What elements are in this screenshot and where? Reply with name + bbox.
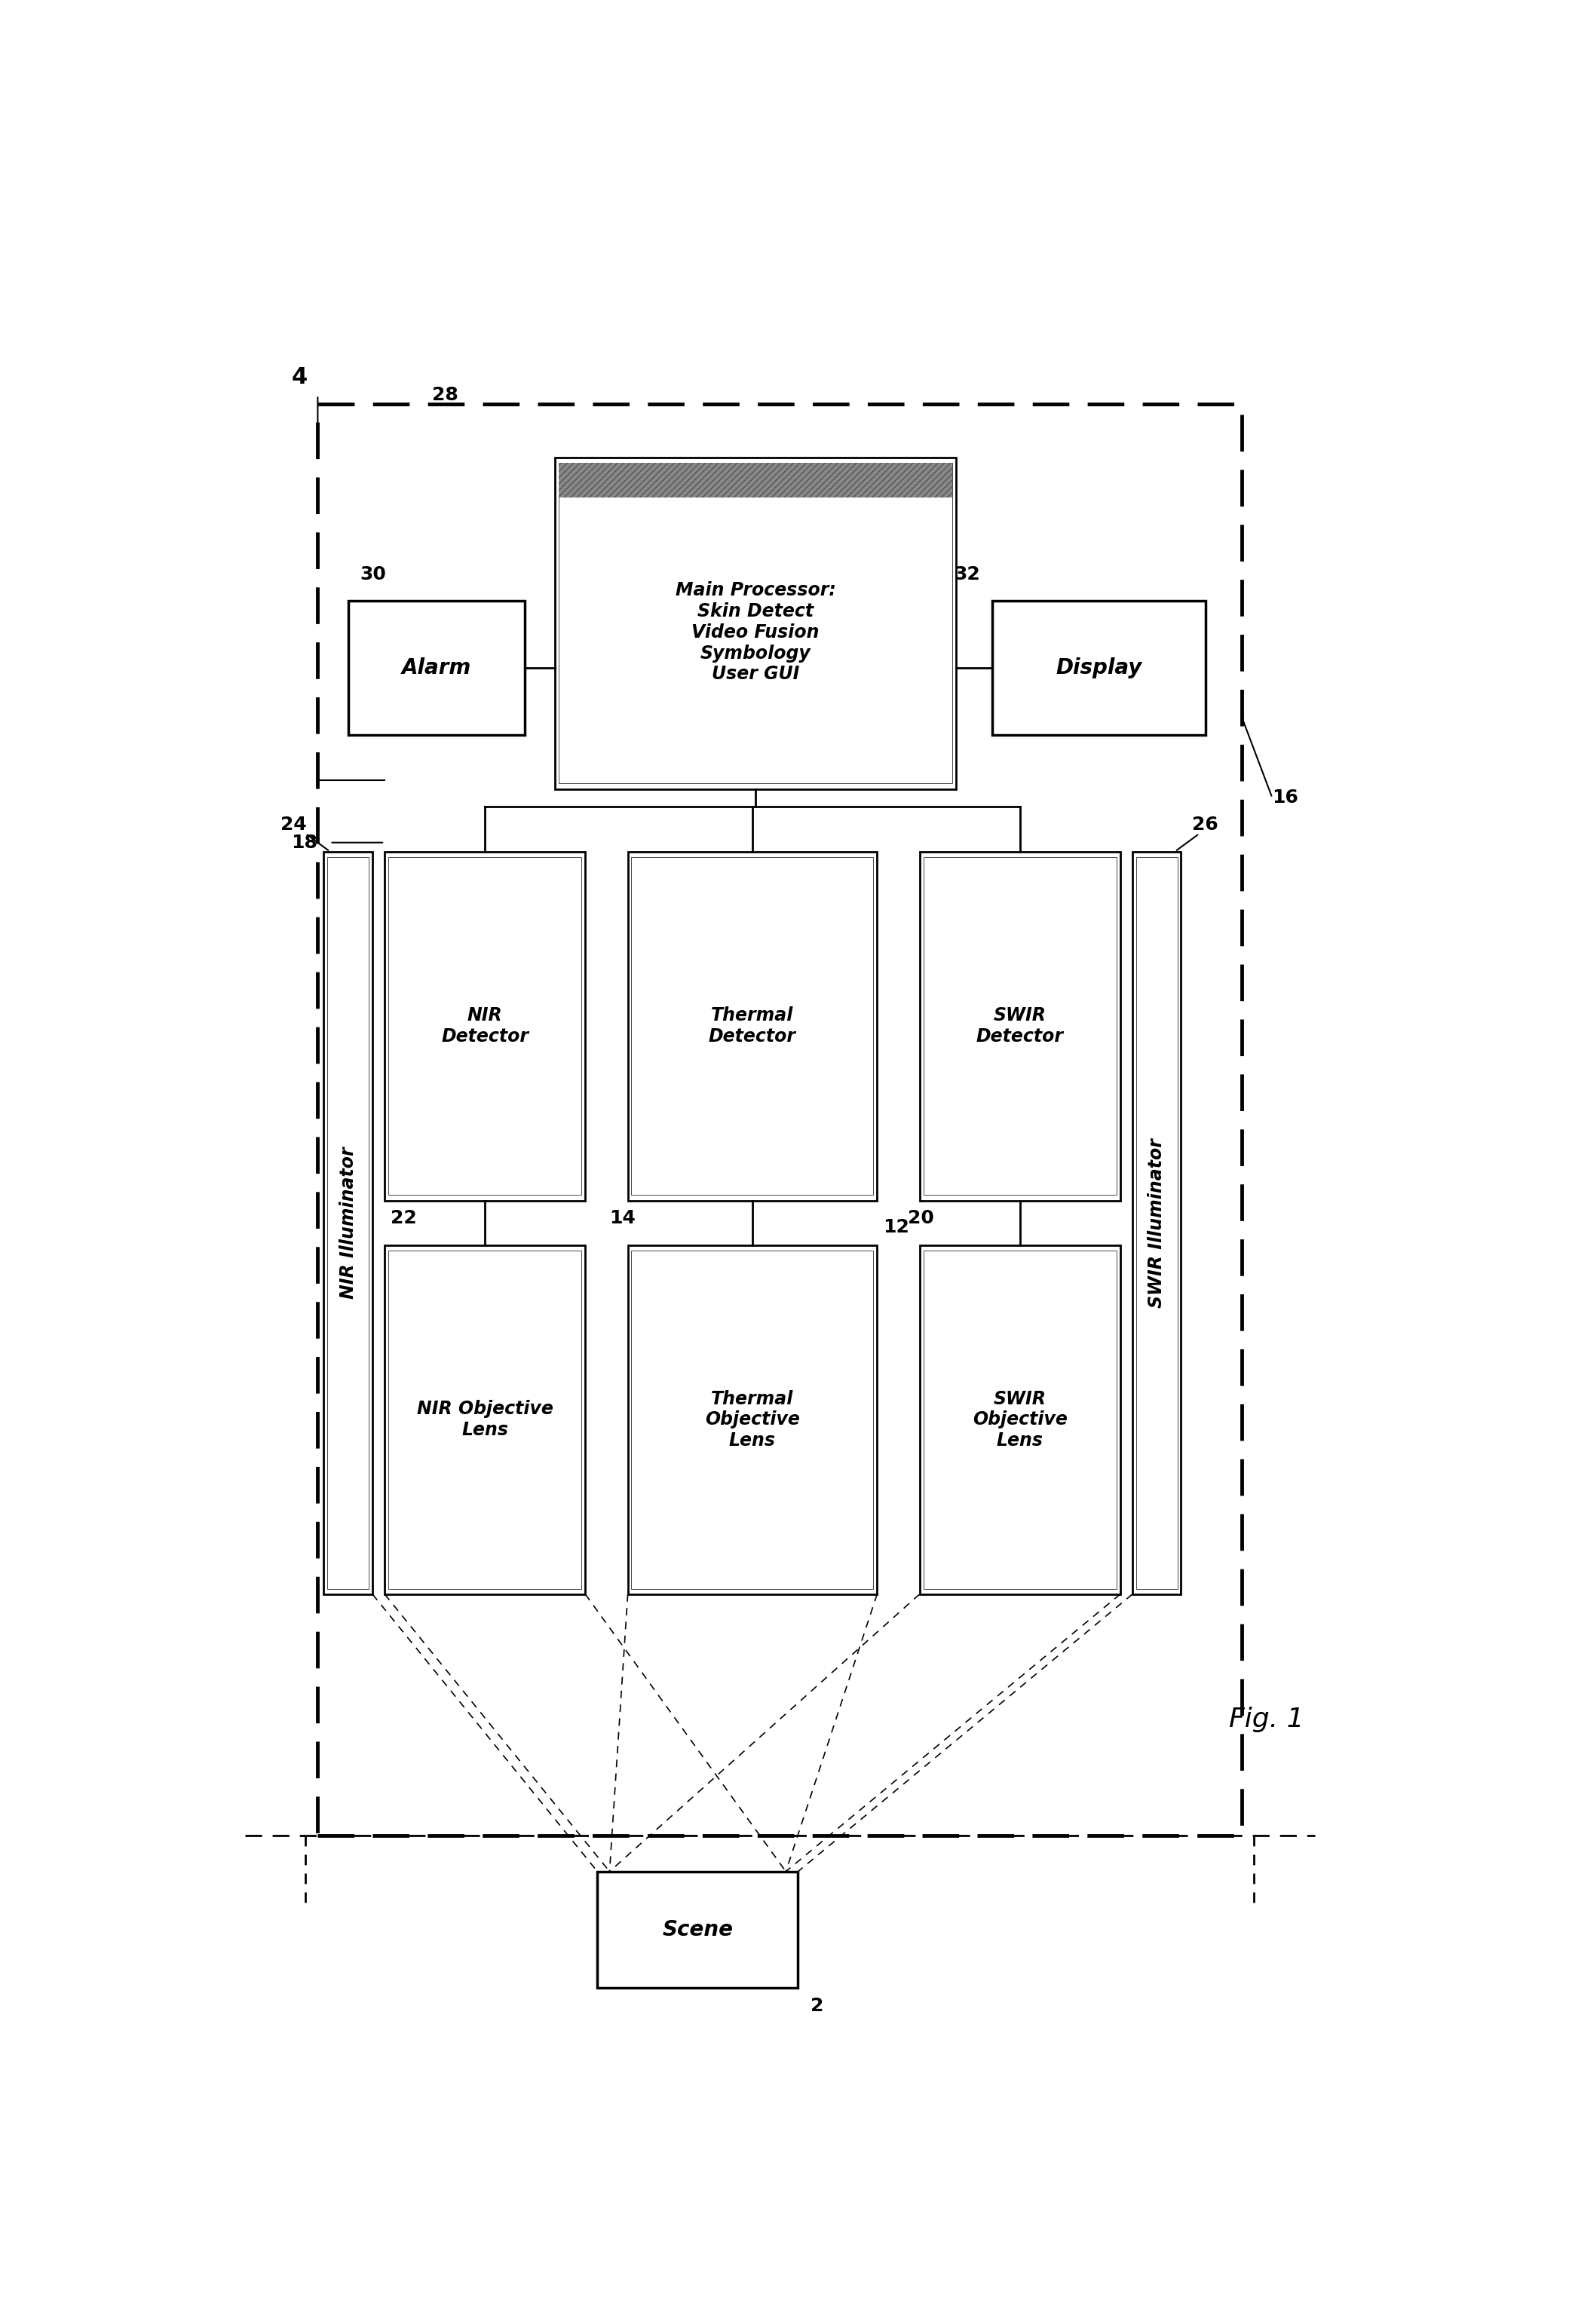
Text: 18: 18 xyxy=(292,834,317,851)
Text: Fig. 1: Fig. 1 xyxy=(1229,1706,1304,1731)
Text: Scene: Scene xyxy=(662,1920,733,1941)
Bar xyxy=(923,858,1117,1195)
Text: 14: 14 xyxy=(609,1208,635,1227)
Bar xyxy=(384,851,585,1202)
Text: Alarm: Alarm xyxy=(402,658,471,679)
Text: Display: Display xyxy=(1056,658,1142,679)
Text: Thermal
Detector: Thermal Detector xyxy=(709,1006,795,1046)
Bar xyxy=(631,858,874,1195)
Text: 28: 28 xyxy=(433,386,458,404)
Bar xyxy=(919,851,1120,1202)
Bar xyxy=(388,858,582,1195)
Text: 20: 20 xyxy=(907,1208,934,1227)
Bar xyxy=(923,1250,1117,1590)
Bar xyxy=(1136,858,1177,1590)
Text: SWIR
Objective
Lens: SWIR Objective Lens xyxy=(973,1390,1067,1450)
Text: 22: 22 xyxy=(391,1208,417,1227)
Bar xyxy=(919,1246,1120,1594)
Text: 16: 16 xyxy=(1272,788,1299,806)
Text: SWIR
Detector: SWIR Detector xyxy=(976,1006,1064,1046)
Bar xyxy=(328,858,369,1590)
Bar xyxy=(598,1871,799,1987)
Text: 4: 4 xyxy=(292,367,308,388)
Bar xyxy=(559,462,952,783)
Text: 12: 12 xyxy=(883,1218,910,1236)
Text: 32: 32 xyxy=(954,565,981,583)
Bar xyxy=(1133,851,1181,1594)
Text: NIR Objective
Lens: NIR Objective Lens xyxy=(417,1399,554,1439)
Bar xyxy=(559,462,952,497)
Bar xyxy=(631,1250,874,1590)
Text: 30: 30 xyxy=(361,565,386,583)
Text: 24: 24 xyxy=(281,816,306,834)
Bar xyxy=(628,1246,877,1594)
Text: 2: 2 xyxy=(810,1996,824,2015)
Text: Thermal
Objective
Lens: Thermal Objective Lens xyxy=(704,1390,800,1450)
Bar xyxy=(384,1246,585,1594)
Bar xyxy=(323,851,372,1594)
Bar xyxy=(317,404,1243,1836)
Bar xyxy=(388,1250,582,1590)
Text: SWIR Illuminator: SWIR Illuminator xyxy=(1147,1139,1166,1308)
Bar xyxy=(348,602,524,734)
Text: Main Processor:
Skin Detect
Video Fusion
Symbology
User GUI: Main Processor: Skin Detect Video Fusion… xyxy=(675,581,836,683)
Text: 26: 26 xyxy=(1192,816,1219,834)
Text: NIR
Detector: NIR Detector xyxy=(441,1006,529,1046)
Bar xyxy=(628,851,877,1202)
Bar xyxy=(555,458,956,788)
Bar xyxy=(993,602,1205,734)
Text: NIR Illuminator: NIR Illuminator xyxy=(339,1146,358,1299)
